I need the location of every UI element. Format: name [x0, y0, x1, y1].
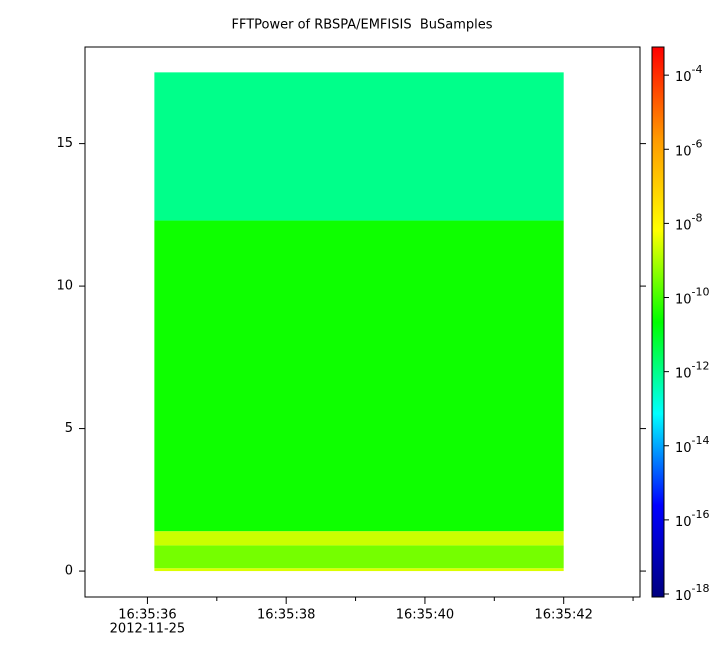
colorbar-tick-label: 10-16	[675, 508, 710, 530]
y-tick-label: 5	[65, 421, 73, 436]
spectrogram-cell	[154, 531, 564, 546]
colorbar-tick-label: 10-10	[675, 286, 710, 308]
y-tick-label: 15	[56, 136, 73, 151]
colorbar-tick-base: 10	[675, 144, 692, 159]
colorbar-tick-label: 10-6	[675, 137, 703, 159]
x-tick-label: 16:35:38	[257, 608, 315, 623]
colorbar-tick-label: 10-14	[675, 434, 710, 456]
colorbar-tick-base: 10	[675, 440, 692, 455]
colorbar-tick-exponent: -4	[692, 63, 703, 76]
colorbar-tick-base: 10	[675, 514, 692, 529]
colorbar-tick-label: 10-4	[675, 63, 703, 85]
colorbar-tick-exponent: -6	[692, 137, 703, 150]
plot-area	[154, 72, 564, 572]
x-tick-label: 16:35:40	[396, 608, 454, 623]
spectrogram-cell	[154, 220, 564, 532]
x-tick-label: 16:35:42	[534, 608, 592, 623]
colorbar-tick-base: 10	[675, 589, 692, 604]
colorbar-tick-exponent: -18	[692, 582, 710, 595]
colorbar-tick-base: 10	[675, 70, 692, 85]
y-tick-label: 0	[65, 564, 73, 579]
colorbar-tick-exponent: -14	[692, 434, 710, 447]
chart-title: FFTPower of RBSPA/EMFISIS BuSamples	[231, 18, 492, 33]
x-date-label: 2012-11-25	[110, 622, 186, 637]
colorbar-tick-label: 10-8	[675, 211, 703, 233]
colorbar-tick-label: 10-12	[675, 360, 710, 382]
colorbar	[651, 46, 665, 598]
spectrogram-cell	[154, 72, 564, 221]
x-tick-label: 16:35:36	[118, 608, 176, 623]
colorbar-tick-base: 10	[675, 366, 692, 381]
y-tick-label: 10	[56, 279, 73, 294]
spectrogram-cell	[154, 545, 564, 569]
colorbar-tick-exponent: -16	[692, 508, 710, 521]
colorbar-tick-exponent: -12	[692, 360, 710, 373]
colorbar-tick-label: 10-18	[675, 582, 710, 604]
colorbar-tick-base: 10	[675, 218, 692, 233]
colorbar-tick-exponent: -8	[692, 211, 703, 224]
plot-frame	[84, 46, 641, 598]
colorbar-tick-exponent: -10	[692, 286, 710, 299]
spectrogram-cell	[154, 568, 564, 572]
colorbar-tick-base: 10	[675, 292, 692, 307]
